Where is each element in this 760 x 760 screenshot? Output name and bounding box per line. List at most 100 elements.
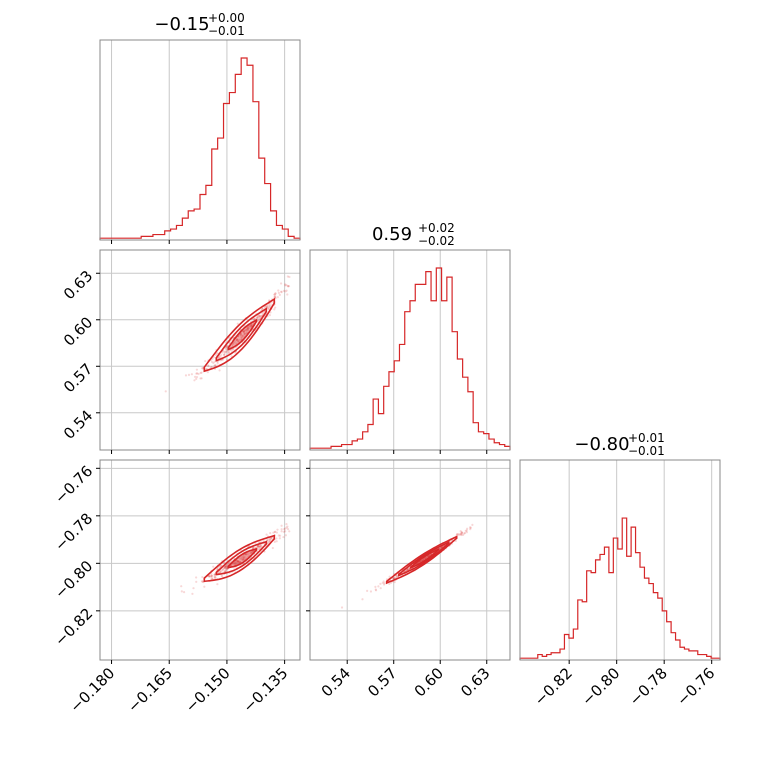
scatter-point: [243, 556, 246, 559]
scatter-point: [280, 290, 283, 294]
scatter-point: [273, 293, 276, 296]
corr-frame-0-1: [99, 249, 301, 451]
scatter-point: [244, 329, 247, 332]
scatter-point: [361, 598, 364, 601]
scatter-point: [240, 334, 243, 337]
corr-frame-0-2: [99, 459, 301, 661]
scatter-point: [207, 364, 210, 367]
scatter-point: [205, 367, 208, 371]
scatter-point: [268, 306, 271, 309]
scatter-point: [235, 338, 239, 341]
scatter-point: [195, 576, 198, 579]
scatter-point: [236, 560, 239, 563]
scatter-point: [249, 551, 252, 554]
scatter-point: [256, 316, 259, 320]
ytick-label: −0.78: [51, 509, 96, 554]
scatter-point: [269, 532, 272, 535]
scatter-point: [259, 546, 262, 549]
scatter-point: [393, 580, 396, 584]
scatter-point: [256, 547, 259, 551]
scatter-point: [222, 567, 225, 570]
scatter-point: [238, 334, 241, 337]
scatter-point: [460, 532, 463, 535]
scatter-point: [457, 533, 461, 537]
scatter-point: [247, 328, 250, 331]
scatter-point: [236, 338, 239, 341]
xtick-label: 0.60: [411, 664, 447, 700]
ytick-labels-2: −0.82−0.80−0.78−0.76: [51, 462, 96, 650]
scatter-point: [238, 560, 241, 563]
scatter-point: [221, 568, 224, 572]
scatter-point: [237, 340, 240, 343]
contour-level-1: [397, 540, 450, 577]
corr-panel-1-2: [306, 459, 511, 664]
scatter-point: [265, 533, 268, 536]
scatter-point: [468, 526, 472, 529]
scatter-point: [461, 531, 464, 535]
scatter-point: [393, 576, 396, 580]
scatter-point: [286, 528, 290, 531]
scatter-point: [234, 339, 237, 342]
scatter-point: [268, 538, 271, 541]
xtick-labels-2: −0.82 −0.80 −0.78 −0.76: [531, 664, 719, 709]
scatter-point: [201, 575, 204, 579]
scatter-point: [224, 566, 227, 569]
scatter-point: [195, 372, 198, 375]
panels-layer: −0.15+0.00−0.010.59 +0.02−0.02−0.80+0.01−…: [51, 11, 721, 716]
scatter-point: [247, 327, 250, 330]
scatter-point: [216, 567, 219, 571]
scatter-point: [237, 560, 240, 563]
scatter-point: [277, 289, 280, 292]
scatter-point: [247, 329, 250, 332]
scatter-point: [233, 563, 236, 566]
scatter-point: [195, 368, 199, 371]
scatter-point: [237, 340, 241, 343]
scatter-point: [469, 526, 472, 529]
scatter-point: [274, 530, 277, 533]
scatter-point: [278, 293, 281, 296]
scatter-point: [287, 284, 291, 288]
scatter-point: [200, 580, 204, 583]
scatter-point: [213, 573, 217, 576]
scatter-point: [257, 545, 261, 548]
scatter-point: [187, 373, 191, 376]
scatter-point: [426, 555, 430, 558]
scatter-point: [271, 546, 274, 550]
xtick-label: −0.80: [578, 664, 623, 709]
scatter-point: [267, 307, 270, 311]
scatter-point: [274, 295, 277, 298]
scatter-point: [381, 581, 384, 584]
scatter-point: [275, 531, 278, 534]
scatter-point: [210, 360, 213, 363]
scatter-point: [248, 324, 251, 327]
scatter-point: [242, 330, 245, 333]
scatter-point: [236, 559, 239, 563]
scatter-point: [273, 293, 276, 296]
xtick-labels-1: 0.54 0.57 0.60 0.63: [318, 664, 494, 700]
contour-level-2: [227, 318, 258, 351]
scatter-point: [241, 334, 245, 337]
scatter-point: [235, 339, 239, 342]
scatter-point: [210, 576, 213, 579]
param-title-sub-2: −0.01: [628, 444, 665, 458]
xtick-label: −0.165: [124, 664, 176, 716]
scatter-point: [236, 560, 240, 563]
scatter-point: [245, 327, 248, 330]
scatter-point: [199, 377, 202, 380]
scatter-point: [277, 291, 280, 294]
xtick-label: −0.180: [66, 664, 118, 716]
scatter-point: [274, 292, 277, 295]
scatter-point: [459, 533, 462, 536]
scatter-point: [457, 532, 460, 536]
scatter-point: [258, 316, 262, 319]
scatter-point: [195, 377, 198, 380]
scatter-point: [242, 556, 245, 559]
contour-level-2: [227, 547, 258, 569]
scatter-point: [465, 529, 468, 532]
scatter-point: [216, 362, 219, 365]
scatter-point: [227, 351, 230, 355]
scatter-point: [242, 330, 245, 334]
scatter-point: [212, 361, 215, 365]
scatter-point: [463, 532, 466, 535]
scatter-point: [219, 570, 222, 573]
